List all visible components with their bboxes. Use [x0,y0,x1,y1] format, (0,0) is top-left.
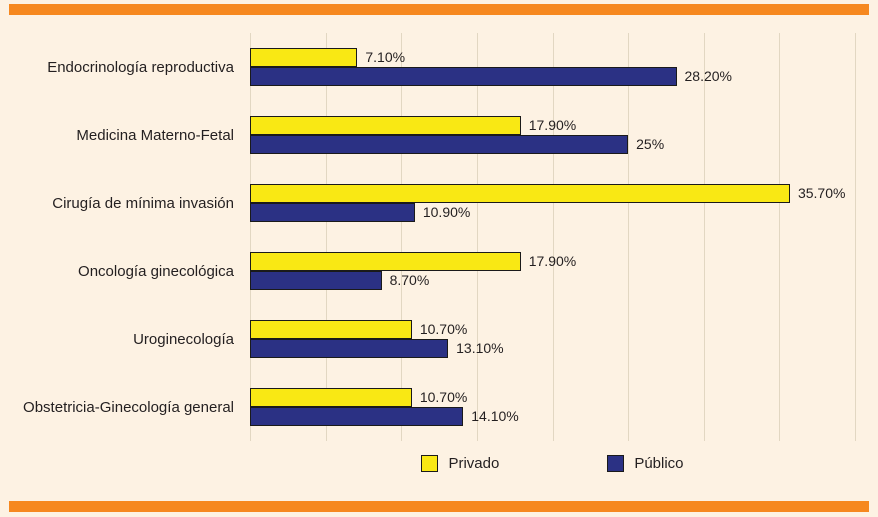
category-labels: Endocrinología reproductiva Medicina Mate… [0,33,243,441]
gridline [855,33,856,441]
legend-item-privado: Privado [421,454,500,472]
gridline [552,33,554,441]
bar-privado [250,388,412,407]
legend: Privado Público [250,451,855,475]
bar-value-label: 10.70% [419,321,468,337]
gridline [779,33,781,441]
bar-value-label: 25% [636,136,665,152]
bar-value-label: 17.90% [528,117,577,133]
legend-swatch-privado [421,454,439,472]
bar-value-label: 10.70% [419,389,468,405]
gridline [401,33,403,441]
bar-publico [250,407,464,426]
category-label: Cirugía de mínima invasión [52,194,234,212]
bar-publico [250,203,415,222]
gridline [476,33,478,441]
category-label: Obstetricia-Ginecología general [23,398,234,416]
bar-privado [250,252,521,271]
bar-value-label: 7.10% [365,49,406,65]
bar-publico [250,271,382,290]
gridline [325,33,327,441]
bar-value-label: 28.20% [684,68,732,84]
legend-item-publico: Público [607,454,684,472]
bar-privado [250,116,521,135]
category-label: Uroginecología [133,330,234,348]
bar-value-label: 10.90% [422,204,471,220]
bar-publico [250,135,629,154]
bar-value-label: 14.10% [471,408,519,424]
legend-label-privado: Privado [448,454,500,472]
plot-area: 7.10% 28.20% 17.90% 25% 35.70% 10.90% 17.90% 8.… [250,33,856,441]
bar-privado [250,320,412,339]
category-label: Endocrinología reproductiva [47,58,234,76]
footer-stripe [9,501,869,512]
bar-value-label: 17.90% [528,253,577,269]
bar-publico [250,339,449,358]
bar-privado [250,48,358,67]
category-label: Oncología ginecológica [78,262,234,280]
header-stripe [9,4,869,15]
bar-value-label: 8.70% [389,272,430,288]
bar-publico [250,67,677,86]
category-label: Medicina Materno-Fetal [76,126,234,144]
gridline [250,33,251,441]
gridline [703,33,705,441]
legend-label-publico: Público [634,454,684,472]
bar-value-label: 13.10% [456,340,504,356]
legend-swatch-publico [607,454,625,472]
bar-privado [250,184,790,203]
gridline [628,33,630,441]
bar-value-label: 35.70% [797,185,846,201]
